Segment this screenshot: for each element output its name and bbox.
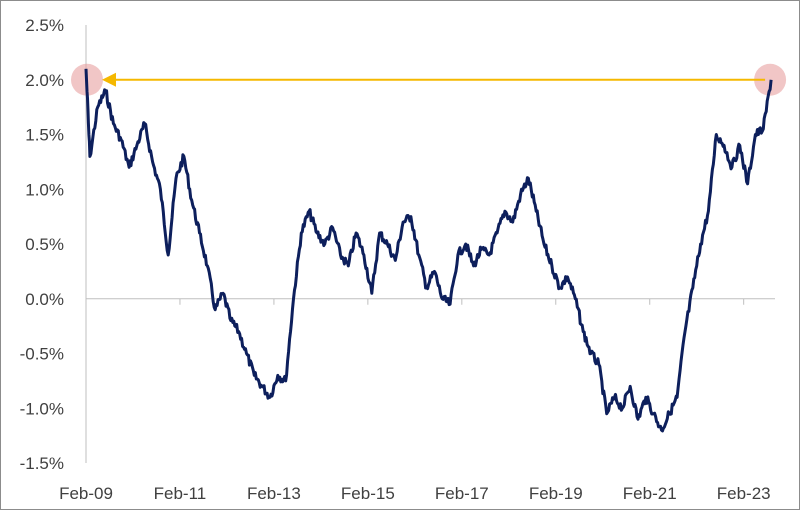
series-layer (84, 68, 773, 433)
y-tick-label: 0.0% (25, 290, 64, 309)
y-tick-label: 2.0% (25, 71, 64, 90)
x-tick-label: Feb-09 (59, 484, 113, 503)
y-tick-label: -1.0% (20, 399, 64, 418)
x-tick-label: Feb-13 (247, 484, 301, 503)
x-tick-label: Feb-15 (341, 484, 395, 503)
y-tick-label: -1.5% (20, 454, 64, 473)
y-tick-label: 2.5% (25, 16, 64, 35)
x-tick-label: Feb-17 (435, 484, 489, 503)
series-line (84, 68, 773, 433)
y-tick-label: 1.5% (25, 126, 64, 145)
x-tick-label: Feb-21 (623, 484, 677, 503)
y-tick-label: 0.5% (25, 235, 64, 254)
y-axis: -1.5% -1.0% -0.5% 0.0% 0.5% 1.0% 1.5% 2.0% 2.5% (20, 16, 87, 473)
y-tick-label: -0.5% (20, 345, 64, 364)
arrow-annotation (102, 72, 766, 87)
x-tick-label: Feb-19 (529, 484, 583, 503)
y-tick-label: 1.0% (25, 180, 64, 199)
x-axis: Feb-09 Feb-11 Feb-13 Feb-15 Feb-17 Feb-19 Feb-… (59, 298, 775, 503)
x-tick-label: Feb-23 (717, 484, 771, 503)
x-tick-label: Feb-11 (154, 484, 207, 503)
arrow-head (102, 72, 116, 87)
